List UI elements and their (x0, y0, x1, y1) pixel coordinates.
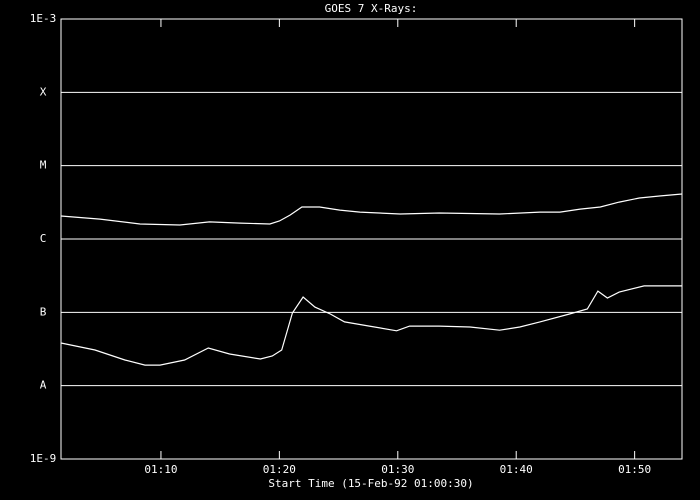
y-tick-label: A (40, 379, 47, 392)
x-tick-label: 01:50 (618, 463, 651, 476)
y-tick-label: 1E-3 (30, 12, 57, 25)
y-tick-label: B (40, 305, 47, 318)
x-tick-label: 01:40 (500, 463, 533, 476)
x-axis-label: Start Time (15-Feb-92 01:00:30) (268, 477, 473, 490)
chart-title: GOES 7 X-Rays: (325, 2, 418, 15)
y-tick-label: C (40, 232, 47, 245)
flux-line (60, 193, 683, 226)
y-tick-label: M (40, 159, 47, 172)
x-tick-label: 01:20 (263, 463, 296, 476)
x-tick-label: 01:30 (381, 463, 414, 476)
y-tick-label: X (40, 85, 47, 98)
y-tick-label: 1E-9 (30, 452, 57, 465)
flux-line (60, 285, 682, 366)
x-tick-label: 01:10 (144, 463, 177, 476)
